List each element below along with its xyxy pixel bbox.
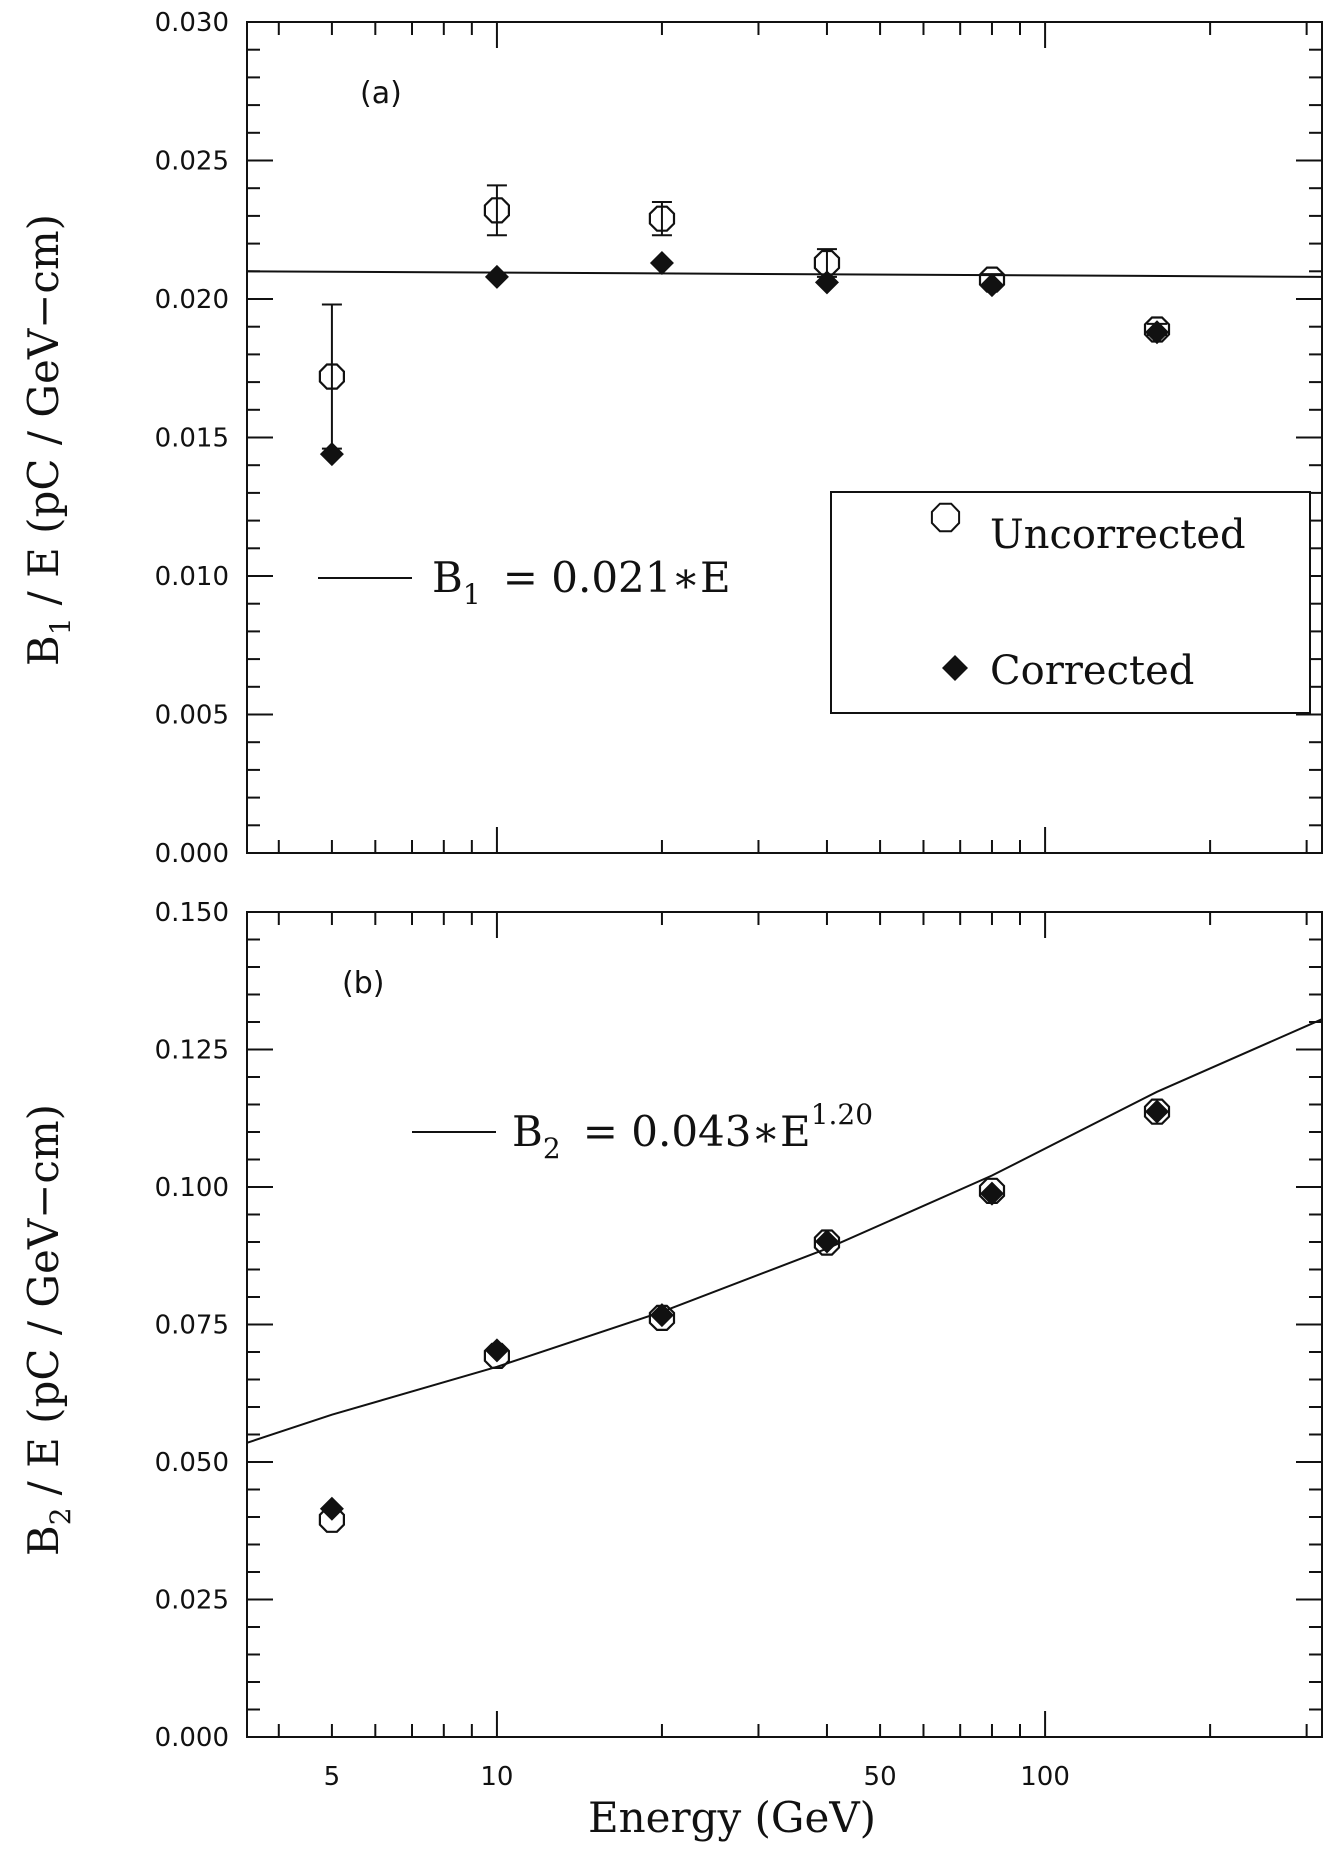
legend-corrected-marker [942,655,968,681]
x-axis-title: Energy (GeV) [588,1793,876,1842]
legend: Uncorrected Corrected [830,491,1311,714]
panel-a-ytick-label: 0.010 [155,562,229,592]
panel-b-fit-label: B2 = 0.043∗E1.20 [512,1098,873,1165]
uncorrected-point [483,197,510,224]
panel-b-fit [246,1018,1323,1444]
uncorrected-point [1143,1098,1171,1125]
corrected-point [814,270,839,295]
panel-b-label: (b) [342,966,384,1001]
legend-uncorrected-label: Uncorrected [990,512,1246,558]
x-tick-label: 5 [324,1762,341,1792]
panel-b-ytick-label: 0.050 [155,1448,229,1478]
panel-a-ytick-label: 0.005 [155,701,229,731]
x-tick-label: 50 [864,1762,897,1792]
corrected-point [1144,1099,1169,1124]
uncorrected-point [648,205,676,232]
x-tick-label: 100 [1020,1762,1070,1792]
uncorrected-point [318,1506,345,1533]
panel-b-ytick-label: 0.100 [155,1173,229,1203]
panel-b-frame [246,911,1323,1738]
panel-b-ytick-label: 0.075 [155,1311,229,1341]
panel-b-ytick-label: 0.125 [155,1036,229,1066]
panel-b-ytick-label: 0.025 [155,1586,229,1616]
panel-b-ytick-label: 0.150 [155,898,229,928]
panel-b-marks [318,1098,1171,1533]
uncorrected-point [648,1304,676,1332]
panel-a-ylabel: B1/ E (pC / GeV−cm) [19,214,77,666]
uncorrected-point [813,1229,841,1256]
panel-a-fit-curve [246,270,1323,278]
panel-a-ytick-label: 0.025 [155,147,229,177]
legend-corrected-label: Corrected [990,648,1194,694]
panel-a-fit [246,270,1323,278]
uncorrected-point [318,363,345,390]
panel-a-ytick-label: 0.015 [155,424,229,454]
corrected-point [319,1496,344,1521]
corrected-point [649,1303,674,1328]
corrected-point [979,1181,1004,1206]
corrected-point [649,250,674,275]
legend-uncorrected-marker [930,502,961,533]
corrected-point [814,1229,839,1254]
panel-b-ylabel: B2/ E (pC / GeV−cm) [19,1104,77,1556]
panel-b: 0.000 0.025 0.050 0.075 0.100 0.125 0.150 5 10 50… [19,898,1323,1842]
corrected-point [1144,320,1169,345]
corrected-point [319,442,344,467]
panel-a-ytick-label: 0.030 [155,8,229,38]
panel-a-fit-label: B1 = 0.021∗E [432,553,731,611]
panel-b-ticks: 0.000 0.025 0.050 0.075 0.100 0.125 0.150 5 10 50… [155,898,1322,1792]
panel-b-ytick-label: 0.000 [155,1723,229,1753]
panel-a-ytick-label: 0.000 [155,839,229,869]
corrected-point [484,1338,509,1363]
corrected-point [484,264,509,289]
panel-a-ytick-label: 0.020 [155,285,229,315]
legend-box [830,491,1311,714]
panel-a-marks [318,184,1171,467]
x-tick-label: 10 [480,1762,513,1792]
panel-a-label: (a) [360,76,402,111]
panel-b-fit-curve [246,1018,1323,1444]
panel-a-ticks: 0.000 0.005 0.010 0.015 0.020 0.025 0.030 [155,8,1322,869]
corrected-point [979,273,1004,298]
panel-a-frame [246,21,1323,854]
